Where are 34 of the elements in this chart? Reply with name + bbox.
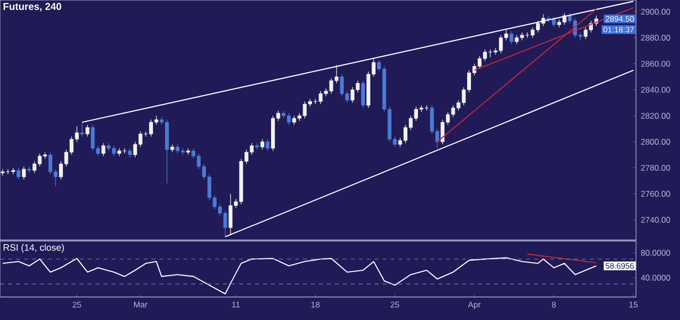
candlestick [266,138,270,152]
candlestick [128,148,132,158]
y-tick-label: 2880.00 [641,34,670,41]
y-tick-label: 2840.00 [641,86,670,93]
candlestick [361,80,365,108]
chart-title: RSI (14, close) [4,244,64,253]
x-tick-label: 25 [390,302,400,308]
x-tick-label: 15 [629,302,638,308]
x-tick-label: 8 [552,302,556,308]
candlestick [86,124,90,137]
candlestick [255,142,259,150]
y-tick-label: 2820.00 [641,112,670,119]
candlestick [510,30,514,45]
y-tick-label: 40.0000 [640,274,670,281]
candlestick [16,167,20,180]
x-tick-label: 25 [72,302,82,308]
x-tick-label: Apr [468,302,481,310]
x-tick-label: 18 [311,302,320,308]
candlestick [22,166,26,180]
y-tick-label: 2900.00 [641,8,670,15]
candlestick [80,122,84,137]
x-tick-label: 11 [232,302,240,308]
y-tick-label: 2800.00 [641,138,670,145]
y-tick-label: 2760.00 [641,190,670,197]
candlestick [260,138,264,150]
y-tick-label: 80.0000 [641,250,670,256]
candlestick [101,142,106,156]
y-tick-label: 2740.00 [641,216,670,223]
candlestick [552,16,556,28]
line-series [2,257,597,294]
y-tick-label: 2780.00 [641,164,670,171]
x-tick-label: Mar [134,302,148,308]
chart-title: Futures, 240 [4,2,62,12]
y-tick-label: 2860.00 [641,60,670,67]
